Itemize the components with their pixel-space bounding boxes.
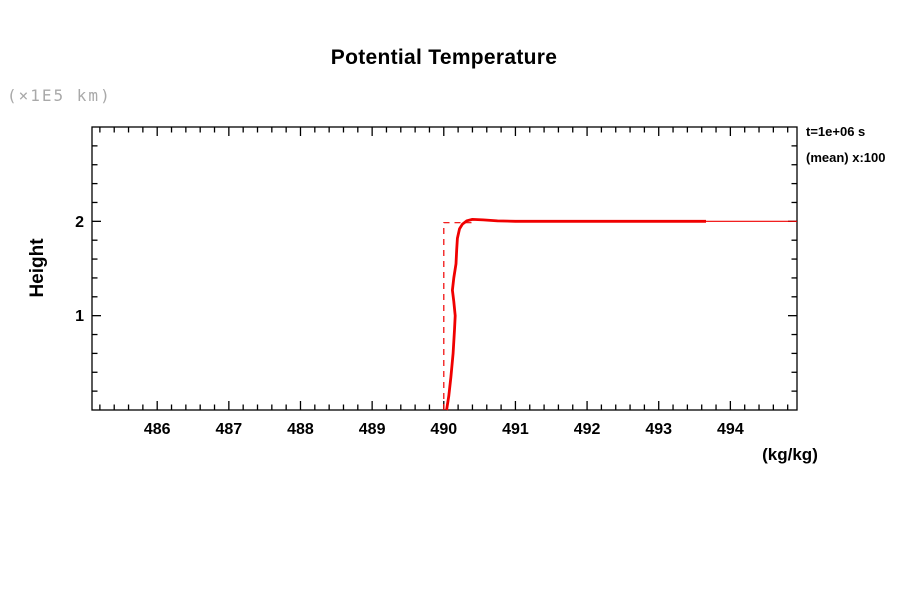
x-tick-label: 489 xyxy=(359,421,386,438)
y-tick-label: 1 xyxy=(75,308,84,325)
time-annotation: t=1e+06 s (mean) x:100 xyxy=(806,119,885,171)
page-title: Potential Temperature xyxy=(330,46,558,69)
x-tick-label: 494 xyxy=(717,421,744,438)
y-axis-unit-label: (×1E5 km) xyxy=(7,86,112,105)
annotation-line-2: (mean) x:100 xyxy=(806,150,886,165)
initial-profile-dashed-line xyxy=(443,222,476,410)
x-tick-label: 493 xyxy=(645,421,672,438)
annotation-line-1: t=1e+06 s xyxy=(806,124,866,139)
x-tick-label: 492 xyxy=(574,421,601,438)
x-tick-label: 488 xyxy=(287,421,314,438)
x-axis-unit-label: (kg/kg) xyxy=(762,445,818,464)
plot-frame xyxy=(91,126,798,411)
x-tick-label: 486 xyxy=(144,421,171,438)
x-tick-label: 491 xyxy=(502,421,529,438)
x-tick-label: 487 xyxy=(215,421,242,438)
x-tick-label: 490 xyxy=(430,421,457,438)
y-tick-label: 2 xyxy=(75,214,84,231)
mean-profile-line xyxy=(445,217,706,411)
